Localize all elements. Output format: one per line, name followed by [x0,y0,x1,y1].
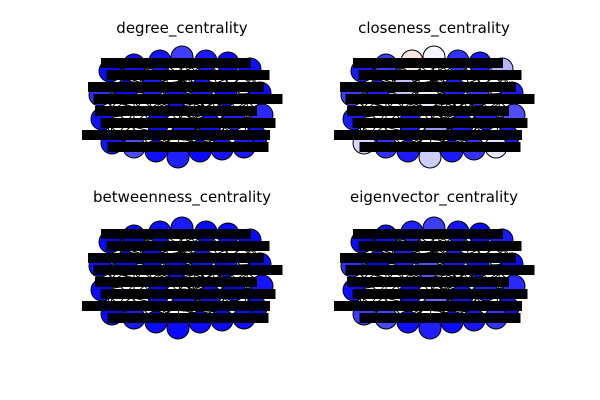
overlapping-node-labels [101,58,251,68]
network-graph-degree-centrality [82,45,283,169]
overlapping-node-labels [352,289,528,299]
overlapping-node-labels [95,106,257,116]
node-label-cluster [334,58,535,152]
panel-title-degree-centrality: degree_centrality [116,19,248,38]
panel-title-closeness-centrality: closeness_centrality [358,19,510,38]
overlapping-node-labels [95,277,257,287]
overlapping-node-labels [82,130,270,140]
panel-betweenness-centrality: betweenness_centrality [82,188,283,340]
overlapping-node-labels [334,301,522,311]
overlapping-node-labels [107,142,269,152]
overlapping-node-labels [107,313,269,323]
overlapping-node-labels [106,70,270,80]
overlapping-node-labels [353,58,503,68]
overlapping-node-labels [347,106,509,116]
overlapping-node-labels [88,82,264,92]
node-label-cluster [82,58,283,152]
overlapping-node-labels [88,253,264,263]
panel-title-betweenness-centrality: betweenness_centrality [93,188,271,207]
overlapping-node-labels [93,265,283,275]
overlapping-node-labels [353,229,503,239]
overlapping-node-labels [359,313,521,323]
overlapping-node-labels [345,94,535,104]
overlapping-node-labels [334,130,522,140]
overlapping-node-labels [82,301,270,311]
overlapping-node-labels [100,289,276,299]
overlapping-node-labels [93,94,283,104]
overlapping-node-labels [347,277,509,287]
overlapping-node-labels [101,229,251,239]
panel-title-eigenvector-centrality: eigenvector_centrality [350,188,518,207]
overlapping-node-labels [100,118,276,128]
overlapping-node-labels [359,142,521,152]
panel-degree-centrality: degree_centrality [82,19,283,169]
network-graph-betweenness-centrality [82,216,283,340]
overlapping-node-labels [106,241,270,251]
node-label-cluster [82,229,283,323]
overlapping-node-labels [352,118,528,128]
network-graph-eigenvector-centrality [334,216,535,340]
node-label-cluster [334,229,535,323]
overlapping-node-labels [345,265,535,275]
network-graph-closeness-centrality [334,45,535,169]
overlapping-node-labels [358,241,522,251]
panel-closeness-centrality: closeness_centrality [334,19,535,169]
overlapping-node-labels [340,82,516,92]
overlapping-node-labels [358,70,522,80]
panel-eigenvector-centrality: eigenvector_centrality [334,188,535,340]
overlapping-node-labels [340,253,516,263]
